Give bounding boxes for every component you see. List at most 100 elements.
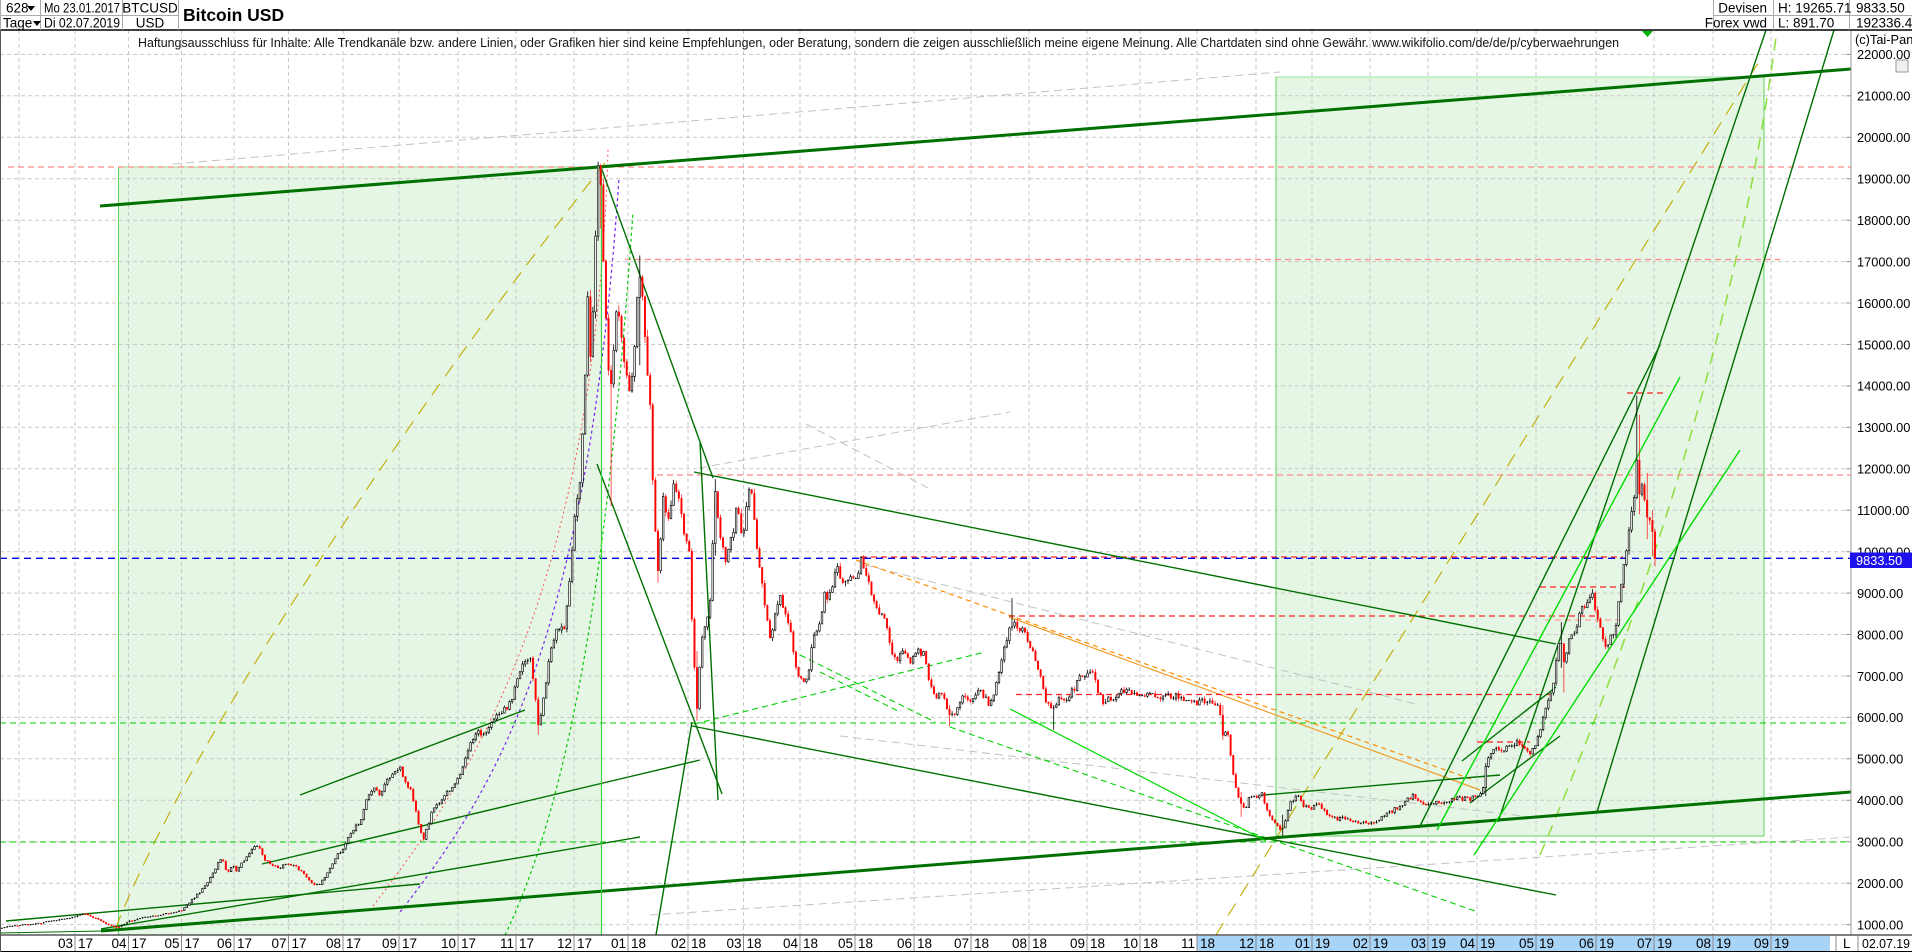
svg-text:18: 18 (1143, 936, 1158, 951)
svg-text:01: 01 (1295, 936, 1310, 951)
svg-text:Devisen: Devisen (1718, 1, 1767, 16)
svg-text:19: 19 (1539, 936, 1554, 951)
svg-text:Bitcoin USD: Bitcoin USD (183, 5, 284, 25)
svg-text:06: 06 (217, 936, 232, 951)
svg-text:18: 18 (974, 936, 989, 951)
svg-text:(c)Tai-Pan: (c)Tai-Pan (1855, 32, 1912, 47)
svg-text:18: 18 (691, 936, 706, 951)
svg-text:5000.00: 5000.00 (1857, 752, 1903, 767)
svg-text:04: 04 (783, 936, 799, 951)
svg-text:19: 19 (1599, 936, 1614, 951)
svg-text:18: 18 (858, 936, 873, 951)
svg-text:03: 03 (726, 936, 741, 951)
svg-text:Di 02.07.2019: Di 02.07.2019 (44, 16, 120, 31)
svg-text:16000.00: 16000.00 (1857, 296, 1910, 311)
svg-text:7000.00: 7000.00 (1857, 669, 1903, 684)
svg-text:02: 02 (671, 936, 686, 951)
svg-text:17: 17 (292, 936, 307, 951)
svg-text:09: 09 (382, 936, 397, 951)
svg-text:11: 11 (1181, 936, 1195, 951)
svg-text:18: 18 (631, 936, 646, 951)
svg-text:10: 10 (441, 936, 456, 951)
svg-text:18: 18 (917, 936, 932, 951)
svg-text:18: 18 (747, 936, 762, 951)
svg-text:05: 05 (1519, 936, 1534, 951)
svg-text:02: 02 (1353, 936, 1368, 951)
svg-text:04: 04 (1460, 936, 1476, 951)
svg-text:07: 07 (271, 936, 286, 951)
svg-text:USD: USD (136, 16, 165, 31)
svg-text:17: 17 (346, 936, 361, 951)
svg-text:18: 18 (1259, 936, 1274, 951)
svg-text:22000.00: 22000.00 (1857, 47, 1910, 62)
svg-text:18000.00: 18000.00 (1857, 213, 1910, 228)
svg-text:19: 19 (1480, 936, 1495, 951)
svg-text:18: 18 (803, 936, 818, 951)
svg-text:08: 08 (1012, 936, 1027, 951)
svg-text:07: 07 (1637, 936, 1652, 951)
svg-text:19: 19 (1774, 936, 1789, 951)
svg-text:17: 17 (132, 936, 147, 951)
svg-text:12: 12 (1239, 936, 1254, 951)
svg-text:6000.00: 6000.00 (1857, 710, 1903, 725)
svg-text:03: 03 (58, 936, 73, 951)
svg-text:21000.00: 21000.00 (1857, 89, 1910, 104)
svg-text:4000.00: 4000.00 (1857, 793, 1903, 808)
svg-text:2000.00: 2000.00 (1857, 876, 1903, 891)
svg-text:1000.00: 1000.00 (1857, 917, 1903, 932)
svg-text:Forex vwd: Forex vwd (1705, 16, 1767, 31)
svg-text:17: 17 (402, 936, 417, 951)
svg-text:8000.00: 8000.00 (1857, 627, 1903, 642)
svg-text:13000.00: 13000.00 (1857, 420, 1910, 435)
svg-text:L: L (1843, 936, 1851, 951)
svg-text:09: 09 (1070, 936, 1085, 951)
svg-text:192336.4/: 192336.4/ (1856, 16, 1912, 31)
svg-text:20000.00: 20000.00 (1857, 130, 1910, 145)
svg-text:9833.50: 9833.50 (1856, 553, 1902, 568)
svg-text:12000.00: 12000.00 (1857, 462, 1910, 477)
svg-text:08: 08 (1696, 936, 1711, 951)
svg-text:12: 12 (557, 936, 572, 951)
svg-text:06: 06 (1579, 936, 1594, 951)
svg-text:19: 19 (1373, 936, 1388, 951)
svg-text:10: 10 (1123, 936, 1138, 951)
svg-text:17: 17 (519, 936, 534, 951)
svg-text:05: 05 (838, 936, 853, 951)
svg-text:17: 17 (577, 936, 592, 951)
svg-text:9000.00: 9000.00 (1857, 586, 1903, 601)
svg-text:17: 17 (237, 936, 252, 951)
svg-text:02.07.19: 02.07.19 (1862, 936, 1910, 951)
svg-text:03: 03 (1411, 936, 1426, 951)
svg-text:Tage: Tage (3, 16, 32, 31)
svg-text:18: 18 (1200, 936, 1215, 951)
svg-text:17000.00: 17000.00 (1857, 254, 1910, 269)
svg-text:3000.00: 3000.00 (1857, 835, 1903, 850)
svg-text:18: 18 (1090, 936, 1105, 951)
svg-text:11: 11 (500, 936, 514, 951)
svg-text:Haftungsausschluss für Inhalte: Haftungsausschluss für Inhalte: Alle Tre… (138, 35, 1619, 50)
svg-text:L: 891.70: L: 891.70 (1778, 16, 1834, 31)
svg-text:9833.50: 9833.50 (1856, 1, 1905, 16)
svg-text:19: 19 (1431, 936, 1446, 951)
svg-text:18: 18 (1032, 936, 1047, 951)
svg-text:08: 08 (326, 936, 341, 951)
svg-text:15000.00: 15000.00 (1857, 337, 1910, 352)
svg-text:19: 19 (1716, 936, 1731, 951)
svg-text:Mo 23.01.2017: Mo 23.01.2017 (44, 1, 120, 16)
svg-text:01: 01 (611, 936, 626, 951)
svg-text:17: 17 (461, 936, 476, 951)
svg-text:19: 19 (1657, 936, 1672, 951)
svg-text:19000.00: 19000.00 (1857, 172, 1910, 187)
svg-text:14000.00: 14000.00 (1857, 379, 1910, 394)
svg-text:628: 628 (6, 1, 29, 16)
svg-text:19: 19 (1315, 936, 1330, 951)
svg-text:09: 09 (1754, 936, 1769, 951)
svg-text:H: 19265.71: H: 19265.71 (1778, 1, 1852, 16)
svg-text:07: 07 (954, 936, 969, 951)
svg-text:05: 05 (164, 936, 179, 951)
svg-text:06: 06 (897, 936, 912, 951)
svg-text:11000.00: 11000.00 (1857, 503, 1909, 518)
svg-text:17: 17 (185, 936, 200, 951)
svg-text:BTCUSD: BTCUSD (122, 1, 178, 16)
svg-text:04: 04 (111, 936, 127, 951)
